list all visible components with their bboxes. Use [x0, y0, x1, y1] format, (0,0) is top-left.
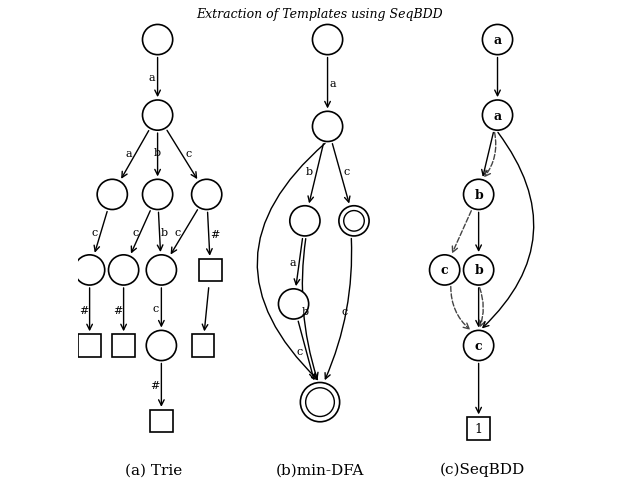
- Bar: [150, 410, 173, 432]
- Circle shape: [74, 255, 105, 285]
- Text: a: a: [330, 79, 336, 89]
- Text: c: c: [152, 303, 159, 313]
- Circle shape: [483, 101, 513, 131]
- Text: c: c: [92, 228, 98, 238]
- Text: #: #: [79, 305, 88, 315]
- Text: a: a: [149, 73, 156, 83]
- Text: b: b: [306, 166, 313, 176]
- Text: c: c: [133, 228, 139, 238]
- Text: #: #: [210, 229, 220, 240]
- Text: a: a: [493, 34, 502, 47]
- Circle shape: [312, 25, 342, 56]
- Circle shape: [339, 206, 369, 237]
- Text: c: c: [475, 339, 483, 352]
- Text: c: c: [441, 264, 449, 277]
- Bar: [199, 259, 222, 282]
- Text: c: c: [344, 166, 350, 176]
- Circle shape: [97, 180, 127, 210]
- Text: b: b: [474, 188, 483, 202]
- Text: 1: 1: [475, 422, 483, 435]
- Text: b: b: [302, 307, 309, 317]
- Text: c: c: [175, 228, 181, 238]
- Circle shape: [290, 206, 320, 237]
- Text: (b)min-DFA: (b)min-DFA: [276, 462, 364, 476]
- Circle shape: [143, 180, 173, 210]
- Bar: [191, 334, 214, 357]
- Text: (a) Trie: (a) Trie: [125, 462, 182, 476]
- Circle shape: [191, 180, 222, 210]
- Circle shape: [109, 255, 139, 285]
- Text: a: a: [493, 109, 502, 122]
- Circle shape: [147, 255, 177, 285]
- Bar: [78, 334, 101, 357]
- Bar: [467, 417, 490, 440]
- Text: b: b: [474, 264, 483, 277]
- Circle shape: [312, 112, 342, 142]
- Text: #: #: [150, 380, 160, 390]
- Text: c: c: [296, 346, 303, 356]
- Text: Extraction of Templates using SeqBDD: Extraction of Templates using SeqBDD: [196, 8, 444, 20]
- Circle shape: [143, 25, 173, 56]
- Text: a: a: [289, 258, 296, 268]
- Circle shape: [463, 180, 493, 210]
- Text: (c)SeqBDD: (c)SeqBDD: [440, 462, 525, 476]
- Circle shape: [143, 101, 173, 131]
- Circle shape: [278, 289, 308, 319]
- Circle shape: [429, 255, 460, 285]
- Bar: [112, 334, 135, 357]
- Text: b: b: [161, 228, 168, 238]
- Circle shape: [463, 331, 493, 361]
- Circle shape: [463, 255, 493, 285]
- Text: a: a: [125, 149, 132, 159]
- Circle shape: [300, 383, 340, 422]
- Text: c: c: [341, 307, 348, 317]
- Text: c: c: [186, 149, 192, 159]
- Text: b: b: [154, 147, 161, 158]
- Circle shape: [147, 331, 177, 361]
- Circle shape: [483, 25, 513, 56]
- Text: #: #: [113, 305, 122, 315]
